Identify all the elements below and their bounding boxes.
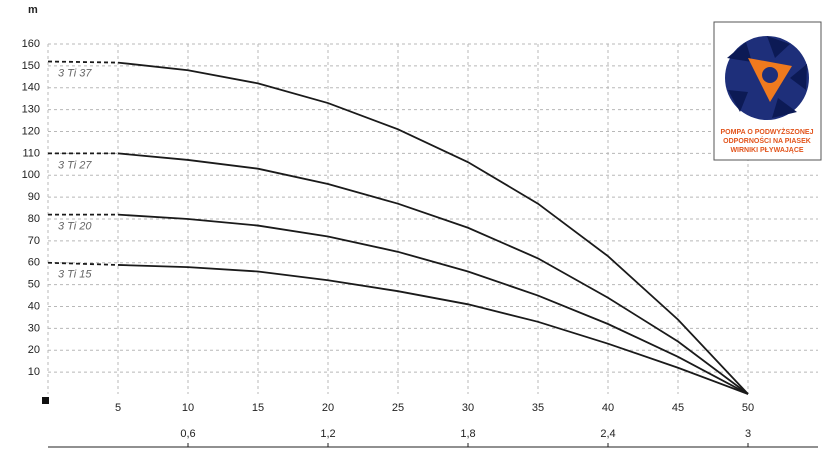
x-tick-label: 40 [602,402,614,414]
y-tick-label: 60 [28,257,40,269]
y-tick-label: 70 [28,235,40,247]
y-tick-label: 10 [28,366,40,378]
y-unit: m [28,4,38,16]
x-tick-label: 25 [392,402,404,414]
y-tick-label: 140 [22,82,40,94]
badge-text: POMPA O PODWYŻSZONEJ [721,128,814,136]
y-tick-label: 100 [22,169,40,181]
series-line-dashed [47,60,119,64]
badge: POMPA O PODWYŻSZONEJ ODPORNOŚCI NA PIASE… [713,21,822,161]
series-line [117,152,749,395]
y-tick-label: 130 [22,104,40,116]
badge-text: WIRNIKI PŁYWAJĄCE [730,147,803,154]
x2-tick-label: 1,2 [320,428,335,440]
y-tick-label: 20 [28,344,40,356]
series-label: 3 Ti 37 [58,67,92,79]
x-tick-label: 10 [182,402,194,414]
y-tick-label: 50 [28,279,40,291]
y-tick-label: 120 [22,125,40,137]
x-tick-label: 50 [742,402,754,414]
y-tick-label: 150 [22,60,40,72]
series-label: 3 Ti 15 [58,269,92,281]
x-tick-label: 30 [462,402,474,414]
series-label: 3 Ti 27 [58,159,92,171]
badge-hub [762,67,778,83]
series-label: 3 Ti 20 [58,221,92,233]
x-tick-label: 35 [532,402,544,414]
x2-tick-label: 0,6 [180,428,195,440]
x-tick-label: 20 [322,402,334,414]
x2-tick-label: 1,8 [460,428,475,440]
corner-marker [42,397,49,404]
x-tick-label: 45 [672,402,684,414]
y-tick-label: 80 [28,213,40,225]
y-tick-label: 110 [22,147,40,159]
badge-blades [727,36,807,118]
series-line [117,213,749,395]
y-tick-label: 40 [28,300,40,312]
series-line-dashed [47,261,119,266]
y-tick-label: 90 [28,191,40,203]
x-tick-label: 15 [252,402,264,414]
x2-tick-label: 3 [745,428,751,440]
y-tick-label: 30 [28,322,40,334]
series-line [117,264,749,395]
series-line [117,61,749,395]
x2-tick-label: 2,4 [600,428,615,440]
y-tick-label: 160 [22,38,40,50]
x-tick-label: 5 [115,402,121,414]
badge-text: ODPORNOŚCI NA PIASEK [723,136,811,145]
